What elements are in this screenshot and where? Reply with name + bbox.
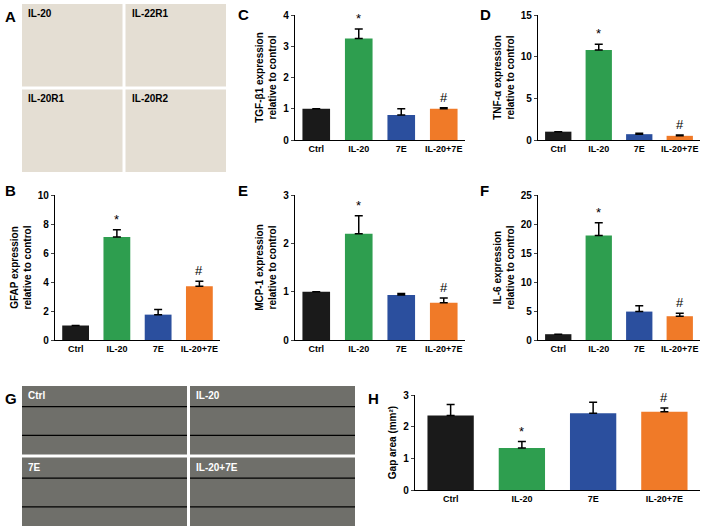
svg-text:H: H xyxy=(368,390,379,407)
svg-text:*: * xyxy=(356,11,361,26)
svg-text:*: * xyxy=(596,205,601,220)
svg-text:IL-20+7E: IL-20+7E xyxy=(661,344,698,354)
svg-text:Ctrl: Ctrl xyxy=(309,144,325,154)
svg-text:Ctrl: Ctrl xyxy=(68,344,84,354)
svg-text:B: B xyxy=(5,182,16,199)
svg-text:0: 0 xyxy=(283,335,289,346)
svg-text:Ctrl: Ctrl xyxy=(28,390,45,401)
svg-text:IL-20: IL-20 xyxy=(196,390,220,401)
svg-text:7E: 7E xyxy=(634,344,645,354)
svg-text:0: 0 xyxy=(526,135,532,146)
svg-text:3: 3 xyxy=(403,390,409,401)
svg-text:*: * xyxy=(519,424,524,439)
svg-text:G: G xyxy=(5,390,17,407)
svg-text:Ctrl: Ctrl xyxy=(551,144,567,154)
svg-text:7E: 7E xyxy=(396,144,407,154)
svg-text:0: 0 xyxy=(43,335,49,346)
svg-text:IL-20+7E: IL-20+7E xyxy=(181,344,218,354)
svg-text:3: 3 xyxy=(283,190,289,201)
svg-text:#: # xyxy=(440,90,448,105)
svg-text:20: 20 xyxy=(521,219,533,230)
svg-text:0: 0 xyxy=(403,485,409,496)
svg-text:0: 0 xyxy=(283,135,289,146)
svg-text:#: # xyxy=(676,117,684,132)
svg-text:F: F xyxy=(480,182,489,199)
svg-text:IL-22R1: IL-22R1 xyxy=(132,8,169,19)
svg-text:*: * xyxy=(596,26,601,41)
svg-text:0: 0 xyxy=(526,335,532,346)
svg-text:2: 2 xyxy=(403,421,409,432)
svg-text:IL-20+7E: IL-20+7E xyxy=(425,144,462,154)
svg-text:IL-20+7E: IL-20+7E xyxy=(425,344,462,354)
svg-text:IL-20: IL-20 xyxy=(348,144,369,154)
svg-text:2: 2 xyxy=(283,72,289,83)
svg-text:MCP-1 expressionrelative to co: MCP-1 expressionrelative to control xyxy=(254,224,278,311)
svg-text:#: # xyxy=(676,295,684,310)
svg-text:6: 6 xyxy=(43,248,49,259)
svg-text:C: C xyxy=(238,6,249,23)
svg-text:5: 5 xyxy=(526,306,532,317)
svg-text:7E: 7E xyxy=(634,144,645,154)
svg-text:IL-20R1: IL-20R1 xyxy=(28,93,65,104)
svg-text:#: # xyxy=(660,390,668,405)
svg-text:Gap area (mm²): Gap area (mm²) xyxy=(387,406,398,479)
svg-text:10: 10 xyxy=(521,277,533,288)
svg-text:5: 5 xyxy=(526,93,532,104)
svg-text:Ctrl: Ctrl xyxy=(443,494,459,504)
svg-text:7E: 7E xyxy=(588,494,599,504)
svg-text:1: 1 xyxy=(283,103,289,114)
svg-text:7E: 7E xyxy=(396,344,407,354)
svg-text:A: A xyxy=(5,8,16,25)
svg-text:15: 15 xyxy=(521,248,533,259)
svg-text:Ctrl: Ctrl xyxy=(551,344,567,354)
svg-text:1: 1 xyxy=(283,286,289,297)
svg-text:2: 2 xyxy=(283,238,289,249)
svg-text:TNF-α expressionrelative to co: TNF-α expressionrelative to control xyxy=(492,35,516,120)
svg-text:IL-20: IL-20 xyxy=(511,494,532,504)
svg-text:IL-20: IL-20 xyxy=(588,144,609,154)
svg-text:IL-20+7E: IL-20+7E xyxy=(196,462,238,473)
svg-text:15: 15 xyxy=(521,10,533,21)
svg-text:IL-20+7E: IL-20+7E xyxy=(661,144,698,154)
svg-text:10: 10 xyxy=(521,51,533,62)
svg-text:4: 4 xyxy=(43,277,49,288)
svg-text:#: # xyxy=(195,263,203,278)
svg-text:IL-20: IL-20 xyxy=(28,8,52,19)
svg-text:7E: 7E xyxy=(28,462,41,473)
svg-text:TGF-β1 expressionrelative to c: TGF-β1 expressionrelative to control xyxy=(254,32,278,123)
svg-text:IL-20: IL-20 xyxy=(348,344,369,354)
svg-text:D: D xyxy=(480,6,491,23)
svg-text:25: 25 xyxy=(521,190,533,201)
svg-text:IL-20R2: IL-20R2 xyxy=(132,93,169,104)
svg-text:8: 8 xyxy=(43,219,49,230)
svg-text:1: 1 xyxy=(403,453,409,464)
svg-text:E: E xyxy=(238,182,248,199)
svg-text:*: * xyxy=(114,212,119,227)
svg-text:Ctrl: Ctrl xyxy=(309,344,325,354)
svg-text:IL-20+7E: IL-20+7E xyxy=(646,494,683,504)
svg-text:#: # xyxy=(440,280,448,295)
svg-text:IL-20: IL-20 xyxy=(588,344,609,354)
svg-text:10: 10 xyxy=(38,190,50,201)
svg-text:4: 4 xyxy=(283,10,289,21)
svg-text:3: 3 xyxy=(283,41,289,52)
svg-text:IL-20: IL-20 xyxy=(106,344,127,354)
svg-text:IL-6 expressionrelative to con: IL-6 expressionrelative to control xyxy=(492,225,516,309)
svg-text:*: * xyxy=(356,198,361,213)
svg-text:GFAP expressionrelative to con: GFAP expressionrelative to control xyxy=(9,225,33,309)
svg-text:7E: 7E xyxy=(153,344,164,354)
svg-text:2: 2 xyxy=(43,306,49,317)
